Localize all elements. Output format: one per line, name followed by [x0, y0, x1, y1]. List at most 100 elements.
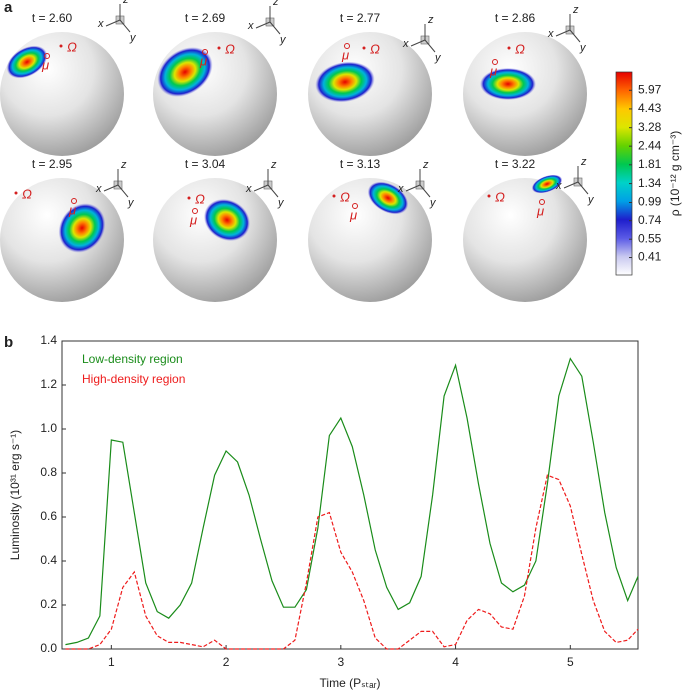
axis-arrow [255, 21, 271, 29]
mu-dot [492, 59, 498, 65]
axis-label: y [587, 194, 595, 206]
axis-label: z [122, 0, 129, 6]
x-tick-label: 1 [108, 655, 115, 669]
mu-dot [352, 203, 358, 209]
omega-label: Ω [370, 41, 380, 56]
axis-label: z [580, 156, 587, 168]
axis-label: x [555, 180, 562, 192]
omega-dot [59, 44, 63, 48]
mu-dot [344, 43, 350, 49]
snapshot-time: t = 2.60 [32, 11, 73, 25]
mu-dot [44, 53, 50, 59]
axis-arrow [405, 184, 421, 192]
y-tick-label: 1.0 [40, 421, 57, 435]
axis-label: x [97, 18, 104, 30]
snapshot-time: t = 2.95 [32, 157, 73, 171]
axis-label: z [572, 4, 579, 16]
colorbar-tick-label: 1.81 [638, 157, 662, 171]
snapshot-time: t = 3.13 [340, 157, 381, 171]
density-blob [203, 198, 251, 242]
omega-label: Ω [515, 41, 525, 56]
axis-arrow [119, 19, 131, 33]
mu-label: μ [199, 53, 207, 68]
mu-label: μ [68, 202, 76, 217]
mu-label: μ [536, 203, 544, 218]
mu-label: μ [489, 63, 497, 78]
axis-arrow [253, 184, 269, 192]
y-tick-label: 0.0 [40, 641, 57, 655]
snapshot-time: t = 2.77 [340, 11, 381, 25]
omega-label: Ω [495, 189, 505, 204]
x-axis-label: Time (Pₛₜₐᵣ) [320, 676, 381, 690]
axis-arrow [103, 184, 119, 192]
star-sphere [463, 178, 587, 302]
axis-label: z [272, 0, 279, 8]
colorbar-tick-label: 0.99 [638, 195, 662, 209]
omega-dot [14, 191, 18, 195]
spheres: t = 2.60 Ωμ z x y t = 2.69 Ωμ z x y t = 2.77 Ωμ z x y t… [0, 0, 595, 302]
mu-label: μ [41, 57, 49, 72]
colorbar-tick-label: 0.41 [638, 250, 662, 264]
omega-dot [362, 46, 366, 50]
mu-dot [539, 199, 545, 205]
density-blob [157, 47, 213, 97]
panel-label: b [4, 334, 13, 351]
axis-arrow [563, 181, 579, 189]
x-tick-label: 2 [223, 655, 230, 669]
x-tick-label: 4 [452, 655, 459, 669]
x-tick-label: 5 [567, 655, 574, 669]
omega-dot [332, 194, 336, 198]
axis-label: x [247, 20, 254, 32]
y-tick-label: 0.4 [40, 553, 57, 567]
axis-label: x [95, 183, 102, 195]
axis-label: y [127, 197, 135, 209]
density-blob [315, 61, 375, 103]
colorbar-tick-label: 4.43 [638, 101, 662, 115]
y-tick-label: 0.8 [40, 465, 57, 479]
omega-label: Ω [67, 39, 77, 54]
axis-label: x [402, 38, 409, 50]
axis-arrow [410, 39, 426, 47]
y-tick-label: 1.4 [40, 333, 57, 347]
axis-arrow [569, 29, 581, 43]
line-series [65, 357, 639, 646]
colorbar-tick-label: 0.55 [638, 231, 662, 245]
snapshot-time: t = 3.22 [495, 157, 536, 171]
snapshot-time: t = 2.69 [185, 11, 226, 25]
axis-arrow [117, 184, 129, 198]
omega-dot [187, 196, 191, 200]
legend-entry: High-density region [82, 372, 185, 386]
axis-label: x [547, 28, 554, 40]
axis-label: y [279, 34, 287, 46]
plot-frame [61, 340, 639, 650]
axis-arrow [267, 184, 279, 198]
density-blob [531, 174, 563, 194]
omega-dot [507, 46, 511, 50]
axis-arrow [269, 21, 281, 35]
colorbar-tick-label: 1.34 [638, 176, 662, 190]
legend-entry: Low-density region [82, 352, 183, 366]
mu-label: μ [349, 207, 357, 222]
axis-label: x [245, 183, 252, 195]
mu-label: μ [341, 47, 349, 62]
axis-arrow [424, 39, 436, 53]
density-blob [367, 181, 409, 215]
omega-label: Ω [225, 41, 235, 56]
y-tick-label: 1.2 [40, 377, 57, 391]
density-blob [6, 45, 48, 79]
colorbar [615, 71, 633, 276]
axis-label: y [579, 42, 587, 54]
x-tick-label: 3 [337, 655, 344, 669]
omega-dot [487, 194, 491, 198]
star-sphere [153, 178, 277, 302]
axis-arrow [577, 181, 589, 195]
colorbar-tick-label: 3.28 [638, 120, 662, 134]
mu-dot [192, 208, 198, 214]
star-sphere [0, 32, 124, 156]
y-tick-label: 0.6 [40, 509, 57, 523]
omega-dot [217, 46, 221, 50]
colorbar-tick-label: 0.74 [638, 213, 662, 227]
axis-label: y [434, 52, 442, 64]
axis-arrow [555, 29, 571, 37]
